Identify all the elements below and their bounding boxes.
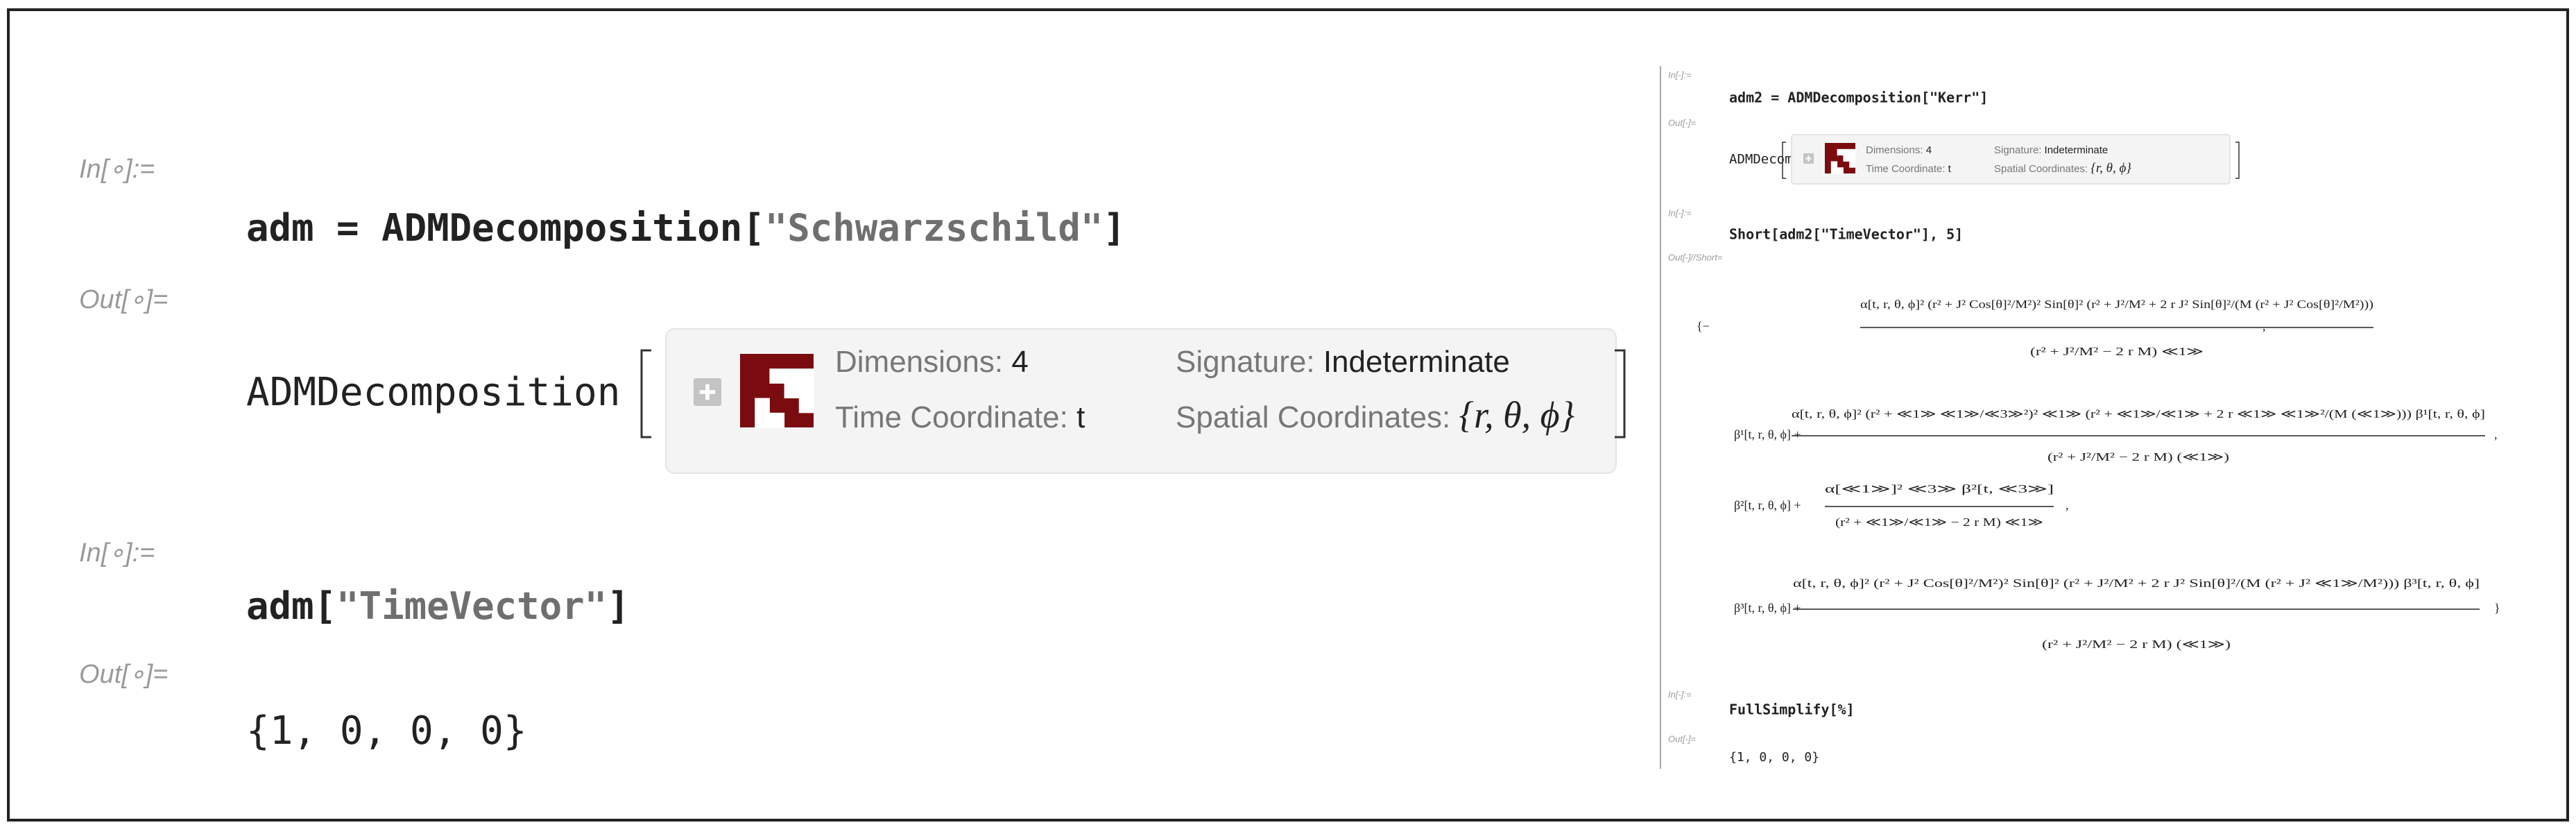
matrix-cell (1843, 155, 1850, 162)
numerator: α[t, r, θ, ϕ]² (r² + ≪1≫ ≪1≫/≪3≫²)² ≪1≫ … (1792, 407, 2485, 420)
summary-box (665, 328, 1617, 474)
numerator: α[t, r, θ, ϕ]² (r² + J² Cos[θ]²/M²)² Sin… (1793, 577, 2480, 590)
summary-value: 4 (1926, 144, 1932, 156)
summary-value: t (1948, 163, 1952, 175)
matrix-cell (1849, 161, 1856, 168)
matrix-cell (1837, 148, 1844, 156)
out-label: Out[-]= (1668, 117, 1697, 128)
matrix-cell (769, 412, 785, 428)
expand-plus (1805, 155, 1812, 162)
in-label: In[∘]:= (79, 538, 155, 568)
matrix-cell (769, 368, 785, 384)
summary-signature: Signature: Indeterminate (1176, 345, 1510, 379)
denominator: (r² + J²/M² − 2 r M) ≪1≫ (2030, 345, 2204, 358)
string: "TimeVector" (336, 584, 607, 628)
matrix-cell (1830, 167, 1838, 174)
summary-value: 4 (1011, 345, 1028, 379)
code: adm = ADMDecomposition[ (246, 206, 765, 250)
summary-dimensions: Dimensions: 4 (835, 345, 1029, 379)
summary-value: {r, θ, ϕ} (1459, 394, 1574, 436)
summary-value: Indeterminate (2045, 144, 2109, 156)
denominator: (r² + ≪1≫/≪1≫ − 2 r M) ≪1≫ (1835, 516, 2043, 529)
expr-suffix: , (2262, 319, 2266, 333)
summary-time: Time Coordinate: t (1866, 163, 1952, 175)
out-label: Out[-]//Short= (1668, 252, 1723, 262)
summary-label: Time Coordinate: (835, 400, 1076, 434)
output-head: ADMDecomposition (246, 370, 620, 415)
in-label: In[-]:= (1668, 689, 1692, 699)
output: {1, 0, 0, 0} (1729, 750, 1819, 765)
summary-value: {r, θ, ϕ} (2090, 161, 2131, 176)
numerator: α[t, r, θ, ϕ]² (r² + J² Cos[θ]²/M²)² Sin… (1860, 298, 2373, 311)
matrix-cell (1830, 161, 1838, 168)
expr-prefix: β³[t, r, θ, ϕ] + (1734, 601, 1801, 615)
matrix-cell (1849, 155, 1856, 162)
denominator: (r² + J²/M² − 2 r M) (≪1≫) (2042, 638, 2231, 651)
close-bracket (2235, 142, 2240, 179)
matrix-cell (798, 368, 814, 384)
expr-suffix: , (2066, 498, 2069, 512)
summary-time: Time Coordinate: t (835, 400, 1085, 434)
close-bracket (1615, 349, 1626, 439)
summary-label: Dimensions: (835, 345, 1011, 379)
out-label: Out[∘]= (79, 660, 168, 689)
input: FullSimplify[%] (1729, 701, 1855, 718)
summary-label: Time Coordinate: (1866, 163, 1948, 175)
in-label: In[-]:= (1668, 207, 1692, 218)
matrix-cell (784, 383, 800, 399)
matrix-cell (784, 368, 800, 384)
expr-prefix: β¹[t, r, θ, ϕ] + (1734, 427, 1801, 441)
string: "Schwarzschild" (765, 206, 1104, 250)
expr-prefix: {− (1697, 319, 1710, 333)
open-bracket (1782, 142, 1786, 179)
output: {1, 0, 0, 0} (246, 708, 527, 754)
summary-label: Signature: (1994, 144, 2045, 156)
matrix-cell (798, 383, 814, 399)
numerator: α[≪1≫]² ≪3≫ β²[t, ≪3≫] (1825, 482, 2054, 495)
expand-plus (699, 384, 716, 400)
expr-suffix: , (2494, 427, 2498, 441)
input: adm = ADMDecomposition["Schwarzschild"] (246, 206, 1126, 250)
expr-prefix: β²[t, r, θ, ϕ] + (1734, 498, 1801, 512)
summary-value: t (1076, 400, 1085, 434)
summary-label: Dimensions: (1866, 144, 1926, 156)
summary-value: Indeterminate (1323, 345, 1510, 379)
out-label: Out[∘]= (79, 285, 168, 314)
matrix-cell (755, 412, 770, 428)
summary-spatial: Spatial Coordinates: {r, θ, ϕ} (1994, 161, 2131, 176)
matrix-cell (798, 398, 814, 414)
in-label: In[∘]:= (79, 155, 155, 184)
open-bracket (640, 349, 651, 439)
code: ] (607, 584, 630, 628)
in-label: In[-]:= (1668, 69, 1692, 80)
summary-label: Spatial Coordinates: (1176, 400, 1459, 434)
summary-signature: Signature: Indeterminate (1994, 144, 2108, 156)
summary-spatial: Spatial Coordinates: {r, θ, ϕ} (1176, 394, 1575, 436)
code: ] (1103, 206, 1126, 250)
code: adm[ (246, 584, 336, 628)
out-label: Out[-]= (1668, 733, 1697, 744)
matrix-cell (1849, 148, 1856, 156)
matrix-cell (1843, 148, 1850, 156)
input: Short[adm2["TimeVector"], 5] (1729, 226, 1963, 243)
summary-label: Signature: (1176, 345, 1323, 379)
denominator: (r² + J²/M² − 2 r M) (≪1≫) (2047, 450, 2229, 463)
matrix-cell (755, 398, 770, 414)
matrix-cell (1837, 167, 1844, 174)
input: adm2 = ADMDecomposition["Kerr"] (1729, 90, 1988, 106)
expr-suffix: } (2494, 601, 2500, 615)
summary-box (1791, 134, 2231, 185)
summary-label: Spatial Coordinates: (1994, 163, 2090, 175)
input: adm["TimeVector"] (246, 584, 630, 628)
summary-dimensions: Dimensions: 4 (1866, 144, 1932, 156)
